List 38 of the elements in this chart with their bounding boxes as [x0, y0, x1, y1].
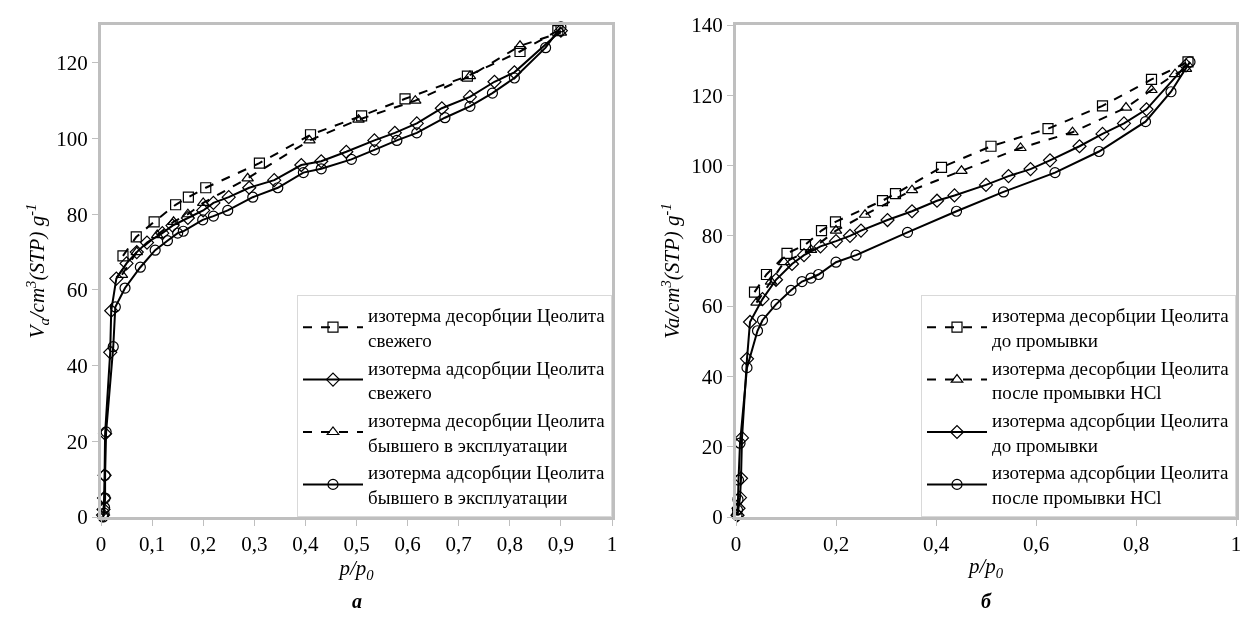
y-tick-label: 0: [712, 505, 723, 530]
x-axis-title: p/p$_{0}$: [337, 556, 375, 583]
y-tick-label: 120: [691, 83, 723, 108]
x-tick-label: 0: [95, 532, 107, 557]
y-tick-label: 40: [66, 353, 88, 378]
x-tick-label: 0,8: [1122, 532, 1150, 557]
x-tick-label: 0,2: [190, 532, 217, 557]
text: б: [981, 590, 992, 612]
x-tick-label: 0,6: [394, 532, 421, 557]
x-tick-label: 0,7: [445, 532, 472, 557]
y-tick-label: 0: [77, 505, 88, 530]
x-tick-label: 0,1: [138, 532, 166, 557]
x-axis-title: p/p$_{0}$: [966, 554, 1004, 581]
y-tick-label: 20: [701, 435, 723, 460]
y-tick-label: 60: [701, 294, 723, 319]
y-tick-label: 120: [56, 51, 88, 76]
x-tick-label: 1: [606, 532, 618, 557]
text: а: [352, 590, 362, 612]
y-tick-label: 80: [66, 202, 88, 227]
x-tick-label: 0,4: [292, 532, 320, 557]
x-tick-label: 1: [1230, 532, 1242, 557]
x-tick-label: 0,6: [1022, 532, 1050, 557]
y-tick-label: 80: [701, 224, 723, 249]
x-tick-label: 0,3: [241, 532, 268, 557]
x-tick-label: 0,2: [822, 532, 850, 557]
x-tick-label: 0,8: [496, 532, 523, 557]
x-tick-label: 0,9: [547, 532, 575, 557]
x-tick-label: 0,4: [922, 532, 950, 557]
legend-label: изотерма адсорбции Цеолита после промывки HCl: [992, 462, 1229, 509]
y-tick-label: 140: [691, 13, 723, 38]
y-tick-label: 20: [66, 429, 88, 454]
legend-label: изотерма адсорбции Цеолита бывшего в эксплуатации: [368, 462, 605, 509]
y-tick-label: 100: [691, 153, 723, 178]
y-tick-label: 60: [66, 278, 88, 303]
x-tick-label: 0: [730, 532, 742, 557]
y-tick-label: 40: [701, 364, 723, 389]
y-tick-label: 100: [56, 126, 88, 151]
x-tick-label: 0,5: [343, 532, 370, 557]
